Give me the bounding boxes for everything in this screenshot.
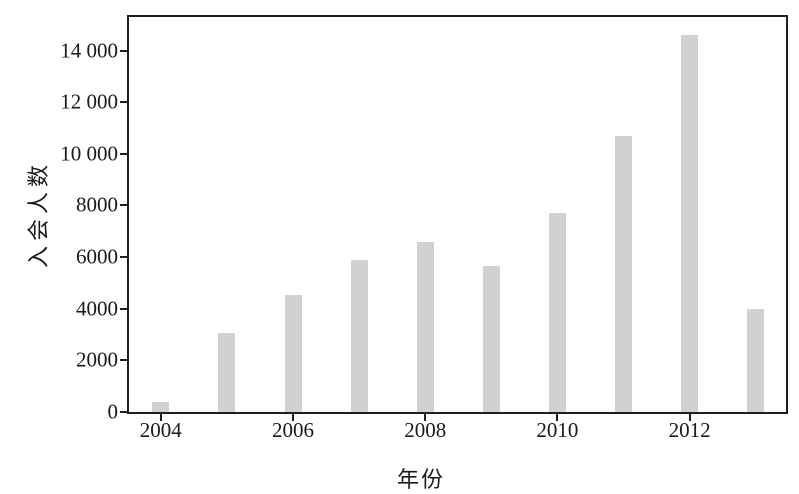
y-tick-8000 (120, 204, 127, 207)
x-tick-label-2008: 2008 (404, 418, 447, 442)
x-tick-label-2004: 2004 (139, 418, 182, 442)
y-tick-10000 (120, 152, 127, 155)
bar-2012 (681, 35, 699, 412)
bar-2008 (416, 241, 434, 412)
y-tick-label-0: 0 (107, 399, 119, 424)
bar-2004 (152, 401, 170, 412)
y-tick-label-10000: 10 000 (60, 141, 118, 166)
x-tick-label-2012: 2012 (668, 418, 711, 442)
y-tick-14000 (120, 49, 127, 52)
y-tick-label-8000: 8000 (76, 192, 118, 217)
y-tick-12000 (120, 101, 127, 104)
x-tick-label-2010: 2010 (536, 418, 579, 442)
x-tick-2012 (688, 414, 691, 421)
y-tick-4000 (120, 307, 127, 310)
y-tick-label-2000: 2000 (76, 347, 118, 372)
y-tick-2000 (120, 359, 127, 362)
y-tick-0 (120, 411, 127, 413)
y-tick-label-12000: 12 000 (60, 89, 118, 114)
y-tick-6000 (120, 256, 127, 259)
x-tick-2004 (159, 414, 162, 421)
plot-area: 0 2000 4000 6000 8000 10 000 12 000 14 000 2004 2… (60, 15, 788, 441)
y-tick-label-6000: 6000 (76, 244, 118, 269)
bar-2006 (284, 294, 302, 412)
bar-2005 (218, 333, 236, 412)
x-tick-label-2006: 2006 (272, 418, 314, 442)
bar-2011 (614, 135, 632, 412)
y-axis-title: 入会人数 (26, 159, 51, 269)
x-tick-2010 (556, 414, 559, 421)
bar-2013 (747, 308, 765, 412)
bar-2009 (482, 266, 500, 412)
x-tick-2008 (424, 414, 427, 421)
x-axis-title: 年份 (396, 467, 446, 492)
x-tick-2006 (292, 414, 294, 421)
bar-2007 (350, 259, 368, 412)
y-tick-label-4000: 4000 (76, 296, 118, 321)
y-tick-label-14000: 14 000 (60, 38, 118, 63)
bar-2010 (548, 213, 566, 412)
